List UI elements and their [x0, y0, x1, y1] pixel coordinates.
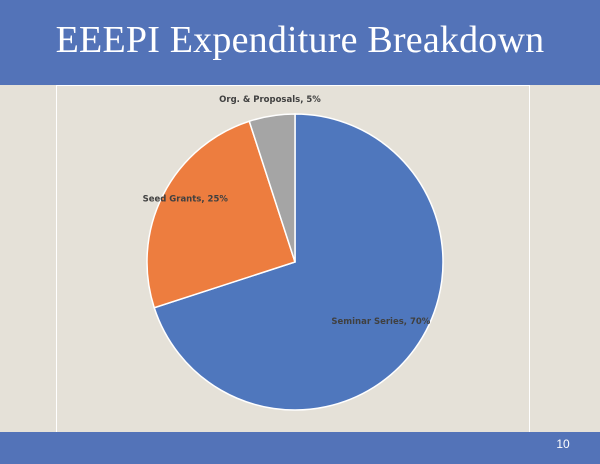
footer-bar — [0, 432, 600, 464]
label-seminar-series: Seminar Series, 70% — [331, 317, 430, 327]
label-seed-grants: Seed Grants, 25% — [143, 194, 229, 204]
title-bar — [0, 0, 600, 85]
slide-title: EEEPI Expenditure Breakdown — [55, 19, 545, 61]
slice-seminar-series — [153, 113, 444, 411]
page-number: 10 — [556, 437, 570, 451]
slice-org-proposals — [248, 113, 296, 263]
slice-seed-grants — [146, 120, 296, 309]
label-org-proposals: Org. & Proposals, 5% — [219, 95, 321, 105]
